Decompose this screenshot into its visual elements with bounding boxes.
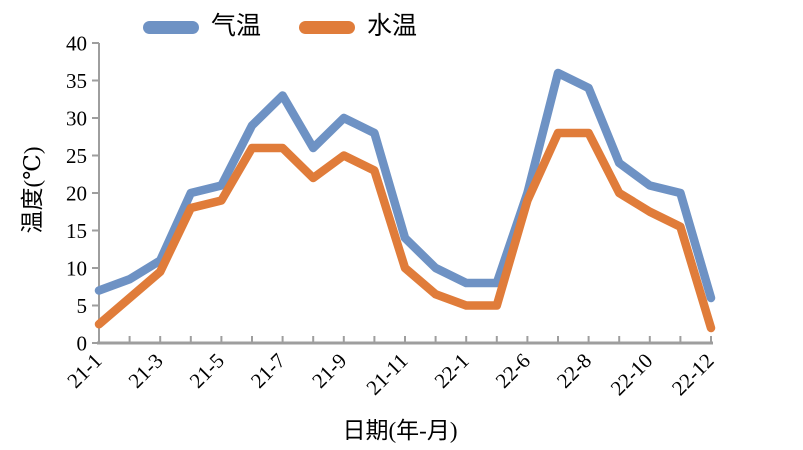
y-tick-label: 5 [77, 294, 88, 318]
x-tick-label: 21-1 [62, 349, 106, 393]
y-tick-label: 10 [66, 256, 87, 280]
x-tick-label: 21-9 [307, 349, 351, 393]
air-temp-label: 气温 [211, 13, 262, 40]
y-tick-label: 25 [66, 144, 87, 168]
x-tick-label: 22-6 [491, 349, 535, 393]
x-tick-label: 22-10 [606, 349, 658, 401]
x-tick-label: 22-1 [430, 349, 474, 393]
y-tick-label: 20 [66, 181, 87, 205]
x-tick-label: 21-11 [361, 349, 412, 400]
y-tick-label: 35 [66, 69, 87, 93]
series-water-temp-line [94, 128, 716, 333]
chart-legend: 气温 水温 [143, 13, 417, 41]
y-tick-label: 40 [66, 31, 87, 55]
x-tick-label: 21-7 [246, 349, 290, 393]
x-tick-label: 22-8 [552, 349, 596, 393]
x-axis-title: 日期(年-月) [342, 418, 458, 443]
air-temp-swatch [143, 20, 199, 34]
y-axis-title: 温度(℃) [20, 146, 45, 234]
legend-item-water-temp: 水温 [299, 13, 417, 41]
water-temp-label: 水温 [367, 13, 418, 40]
legend-item-air-temp: 气温 [143, 13, 261, 41]
y-tick-label: 15 [66, 219, 87, 243]
series-air-temp-line [94, 68, 716, 303]
x-tick-label: 21-5 [185, 349, 229, 393]
x-tick-label: 21-3 [124, 349, 168, 393]
x-tick-label: 22-12 [667, 349, 719, 401]
y-tick-label: 30 [66, 106, 87, 130]
y-tick-label: 0 [77, 331, 88, 355]
water-temp-swatch [299, 20, 356, 34]
